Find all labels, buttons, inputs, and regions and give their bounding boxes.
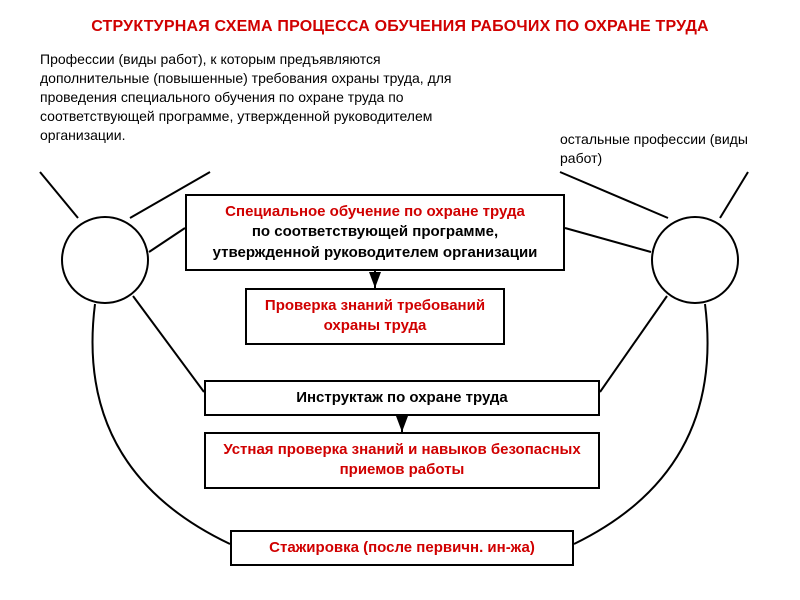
box1-line1: Специальное обучение по охране труда [225,203,525,220]
caption-left: Профессии (виды работ), к которым предъя… [40,50,460,144]
box2-text: Проверка знаний требований охраны труда [265,297,485,334]
box4-text: Устная проверка знаний и навыков безопас… [223,441,580,478]
box-instruction: Инструктаж по охране труда [204,380,600,416]
box3-text: Инструктаж по охране труда [296,389,508,406]
box1-line2: по соответствующей программе, утвержденн… [213,223,538,260]
box5-text: Стажировка (после первичн. ин-жа) [269,539,535,556]
box-knowledge-check: Проверка знаний требований охраны труда [245,288,505,345]
box-oral-check: Устная проверка знаний и навыков безопас… [204,432,600,489]
caption-right: остальные профессии (виды работ) [560,130,760,168]
diagram-title: СТРУКТУРНАЯ СХЕМА ПРОЦЕССА ОБУЧЕНИЯ РАБО… [40,18,760,36]
box-internship: Стажировка (после первичн. ин-жа) [230,530,574,566]
node-circle-left [61,216,149,304]
box-special-training: Специальное обучение по охране труда по … [185,194,565,271]
node-circle-right [651,216,739,304]
